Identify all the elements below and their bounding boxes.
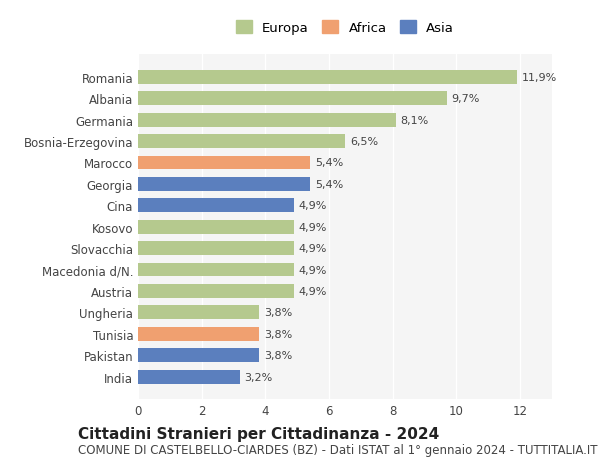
Text: 3,2%: 3,2% — [245, 372, 273, 382]
Text: 6,5%: 6,5% — [350, 137, 378, 147]
Text: 3,8%: 3,8% — [264, 350, 292, 360]
Text: 4,9%: 4,9% — [299, 265, 327, 275]
Text: 3,8%: 3,8% — [264, 329, 292, 339]
Bar — [138, 241, 294, 256]
Text: 4,9%: 4,9% — [299, 222, 327, 232]
Bar — [138, 92, 447, 106]
Bar — [138, 113, 396, 127]
Bar — [138, 327, 259, 341]
Bar — [138, 135, 345, 149]
Bar — [138, 306, 259, 319]
Bar — [138, 348, 259, 362]
Text: 9,7%: 9,7% — [452, 94, 480, 104]
Text: 4,9%: 4,9% — [299, 244, 327, 253]
Bar — [138, 220, 294, 234]
Bar — [138, 71, 517, 84]
Bar — [138, 178, 310, 191]
Text: 4,9%: 4,9% — [299, 286, 327, 296]
Text: COMUNE DI CASTELBELLO-CIARDES (BZ) - Dati ISTAT al 1° gennaio 2024 - TUTTITALIA.: COMUNE DI CASTELBELLO-CIARDES (BZ) - Dat… — [78, 443, 598, 457]
Bar — [138, 370, 240, 384]
Bar — [138, 199, 294, 213]
Bar — [138, 156, 310, 170]
Text: 8,1%: 8,1% — [401, 115, 429, 125]
Text: 5,4%: 5,4% — [315, 179, 343, 190]
Text: 3,8%: 3,8% — [264, 308, 292, 318]
Text: 5,4%: 5,4% — [315, 158, 343, 168]
Text: 11,9%: 11,9% — [522, 73, 557, 83]
Bar — [138, 284, 294, 298]
Text: 4,9%: 4,9% — [299, 201, 327, 211]
Legend: Europa, Africa, Asia: Europa, Africa, Asia — [232, 17, 458, 39]
Text: Cittadini Stranieri per Cittadinanza - 2024: Cittadini Stranieri per Cittadinanza - 2… — [78, 426, 439, 442]
Bar — [138, 263, 294, 277]
